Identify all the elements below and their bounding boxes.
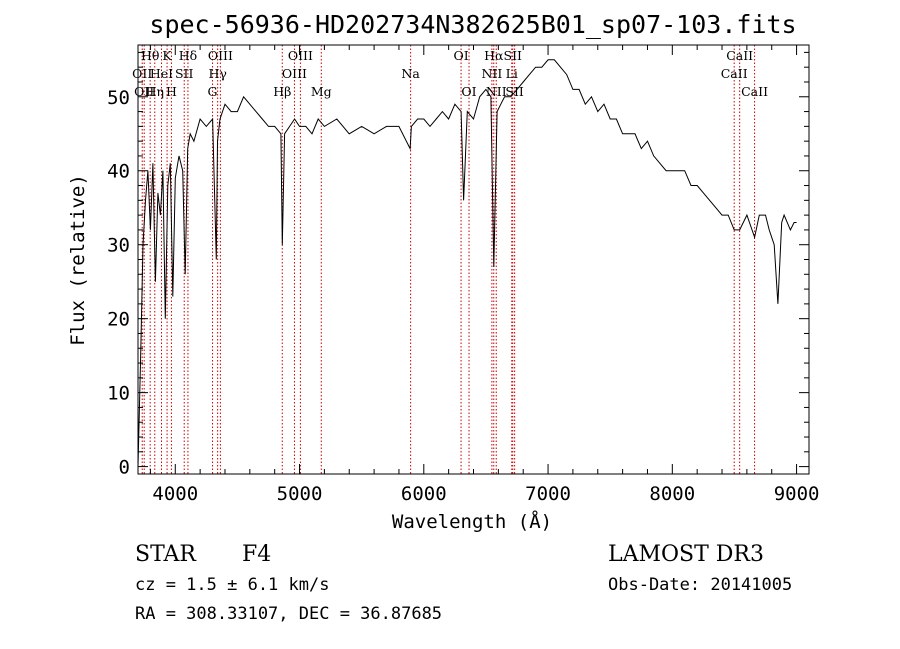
marker-label: Hη — [146, 84, 164, 99]
object-class: STAR — [135, 542, 197, 567]
x-tick-label: 8000 — [649, 483, 695, 505]
y-axis-label: Flux (relative) — [67, 174, 89, 346]
chart-title: spec-56936-HD202734N382625B01_sp07-103.f… — [149, 10, 796, 39]
marker-label: H — [166, 84, 177, 99]
marker-label: Hβ — [273, 84, 291, 99]
y-tick-label: 10 — [107, 383, 130, 405]
y-axis-ticks: 0 10 20 30 40 50 — [107, 51, 809, 479]
marker-label: K — [162, 48, 172, 63]
marker-label: Na — [401, 66, 420, 81]
marker-label: CaII — [741, 84, 768, 99]
obs-date-text: Obs-Date: 20141005 — [608, 575, 792, 595]
marker-label: Hγ — [208, 66, 226, 81]
x-tick-label: 5000 — [277, 483, 323, 505]
x-tick-label: 6000 — [401, 483, 447, 505]
marker-label: SII — [175, 66, 194, 81]
y-tick-label: 30 — [107, 235, 130, 257]
marker-label: CaII — [721, 66, 748, 81]
x-tick-label: 4000 — [152, 483, 198, 505]
marker-label: Hα — [484, 48, 504, 63]
marker-label: OIII — [288, 48, 313, 63]
marker-label: OI — [461, 84, 476, 99]
survey-name: LAMOST DR3 — [608, 542, 764, 567]
marker-label: OII — [134, 84, 154, 99]
marker-label: OIII — [208, 48, 233, 63]
marker-label: HeI — [150, 66, 173, 81]
marker-label: G — [208, 84, 218, 99]
spectrum-line — [137, 59, 797, 467]
x-tick-label: 7000 — [525, 483, 571, 505]
x-axis-ticks: 4000 5000 6000 7000 8000 9000 — [149, 45, 820, 505]
x-tick-label: 9000 — [774, 483, 820, 505]
y-tick-label: 20 — [107, 309, 130, 331]
marker-label: SII — [504, 48, 523, 63]
y-tick-label: 40 — [107, 161, 130, 183]
marker-label: NII — [486, 84, 507, 99]
subclass: F4 — [242, 542, 271, 567]
marker-label: CaII — [726, 48, 753, 63]
line-markers — [141, 45, 756, 474]
line-marker-labels: OII OII Hθ Hη HeI K H SII Hδ G Hγ OIII Hβ OIII OIII Mg N… — [132, 48, 768, 99]
marker-label: Hδ — [179, 48, 197, 63]
redshift-text: cz = 1.5 ± 6.1 km/s — [135, 575, 329, 595]
marker-label: Li — [506, 66, 518, 81]
coordinates-text: RA = 308.33107, DEC = 36.87685 — [135, 604, 442, 624]
marker-label: OI — [453, 48, 468, 63]
marker-label: Hθ — [141, 48, 159, 63]
x-axis-label: Wavelength (Å) — [392, 510, 552, 533]
marker-label: OII — [132, 66, 152, 81]
marker-label: OIII — [282, 66, 307, 81]
marker-label: Mg — [311, 84, 332, 99]
y-tick-label: 50 — [107, 87, 130, 109]
marker-label: NII — [481, 66, 502, 81]
y-tick-label: 0 — [119, 457, 130, 479]
